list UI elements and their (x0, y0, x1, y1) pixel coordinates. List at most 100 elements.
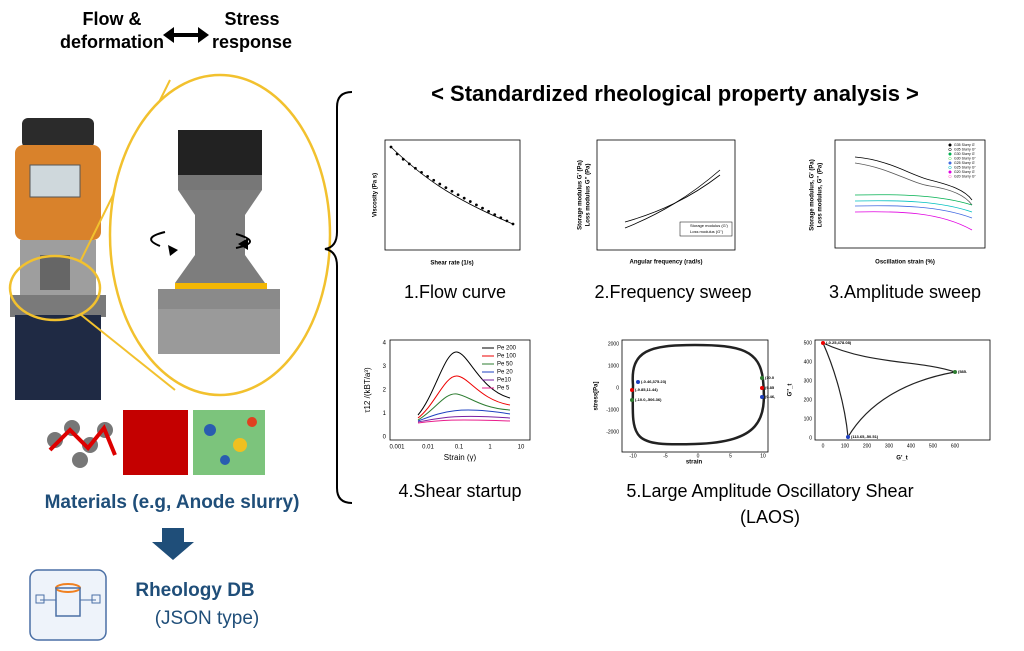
y-label: Storage modulus G' (Pa) (578, 160, 584, 230)
y-tick-label: 3 (383, 364, 387, 370)
geometry-zoom (108, 73, 332, 397)
x-tick-label: 500 (929, 443, 938, 449)
annotation: (113.65,-50.51) (851, 434, 879, 439)
x-tick-label: 0.01 (422, 445, 434, 451)
annotation: (-0.46,375.23) (641, 379, 667, 384)
x-tick-label: 600 (951, 443, 960, 449)
legend-marker (948, 174, 952, 179)
point (636, 380, 640, 384)
header-left: deformation (60, 32, 164, 52)
dot (456, 193, 460, 197)
legend-marker (948, 147, 952, 152)
dot (499, 216, 503, 220)
dot (420, 171, 423, 174)
y-tick-label: 2 (383, 388, 387, 394)
legend-marker (948, 152, 952, 156)
shear-startup-plot (389, 339, 531, 441)
point (760, 395, 764, 399)
x-label: Oscillation strain (%) (875, 260, 935, 266)
y-tick-label: 200 (804, 397, 813, 403)
annotation: (-9.85,11.44) (635, 387, 658, 392)
y-label: τ12 /(kBT/a³) (363, 367, 372, 413)
point (630, 398, 634, 402)
db-subtitle: (JSON type) (155, 608, 260, 629)
x-label: Angular frequency (rad/s) (629, 260, 702, 266)
legend: Pe 200 (497, 346, 517, 352)
laos-stress-strain-plot (621, 339, 769, 453)
x-tick-label: 0.1 (455, 445, 464, 451)
y-tick-label: -2000 (606, 429, 619, 435)
legend: G25 Slurry G' (954, 161, 975, 165)
panel-label: 3.Amplitude sweep (829, 282, 981, 302)
x-tick-label: 1 (488, 445, 492, 451)
rheometer (8, 79, 176, 400)
down-arrow (152, 528, 194, 560)
x-tick-label: -5 (663, 453, 668, 459)
panel-label: 4.Shear startup (398, 481, 521, 501)
legend-marker (948, 156, 952, 161)
dot (401, 157, 405, 161)
point (953, 370, 957, 374)
bracket (324, 91, 353, 504)
legend: G35 Slurry G' (954, 143, 975, 147)
x-tick-label: 200 (863, 443, 872, 449)
frequency-sweep-plot (596, 139, 736, 251)
annotation: (-10.0,-506.36) (635, 397, 662, 402)
y-label: G''_t (788, 384, 794, 397)
y-tick-label: 1000 (608, 363, 619, 369)
dot (475, 203, 478, 207)
legend: Pe 20 (497, 370, 513, 376)
legend: G20 Slurry G' (954, 170, 975, 174)
dot (432, 178, 436, 182)
legend: G20 Slurry G'' (954, 174, 976, 178)
y-tick-label: 300 (804, 378, 813, 384)
dot (414, 166, 417, 170)
x-tick-label: 100 (841, 443, 850, 449)
dot (389, 145, 393, 149)
materials-label: Materials (e.g, Anode slurry) (45, 492, 300, 513)
legend: G35 Slurry G'' (954, 147, 976, 151)
x-tick-label: 5 (729, 453, 732, 459)
x-tick-label: -10 (629, 453, 636, 459)
legend: G25 Slurry G'' (954, 165, 976, 169)
dot (407, 162, 411, 166)
x-label: Shear rate (1/s) (430, 261, 473, 267)
dot (468, 200, 472, 203)
x-tick-label: 0 (822, 443, 825, 449)
dot (505, 219, 509, 223)
legend: Loss modulus (G'') (690, 229, 724, 234)
dot (462, 196, 466, 200)
dot (450, 189, 454, 193)
y-tick-label: 2000 (608, 341, 619, 347)
dot (444, 186, 448, 190)
dot (511, 222, 515, 226)
y-tick-label: 0 (616, 385, 619, 391)
legend-marker (948, 170, 952, 174)
x-label: G'_t (896, 456, 907, 462)
amplitude-sweep-plot (834, 139, 986, 249)
db-title: Rheology DB (135, 580, 254, 601)
legend-marker (948, 143, 952, 147)
dot (481, 206, 484, 210)
panel-label: 5.Large Amplitude Oscillatory Shear (626, 481, 913, 501)
panel-label: 2.Frequency sweep (594, 282, 751, 302)
panel-label: 1.Flow curve (404, 282, 506, 302)
laos-modulus-plot (814, 339, 991, 441)
header-right: Stress (224, 9, 279, 29)
annotation: (-0.25,478.08) (826, 340, 852, 345)
point (760, 376, 764, 380)
dot (487, 210, 490, 213)
x-tick-label: 0.001 (389, 445, 405, 451)
dot (395, 152, 399, 156)
legend: G30 Slurry G'' (954, 156, 976, 160)
x-label: Strain (γ) (444, 453, 477, 462)
y-tick-label: 0 (809, 435, 812, 441)
header-right: response (212, 32, 292, 52)
dot (438, 182, 442, 186)
x-label: strain (686, 460, 703, 466)
dot (426, 174, 429, 178)
annotation: (0.46, (765, 394, 775, 399)
x-tick-label: 10 (518, 445, 525, 451)
flow-curve-plot (384, 139, 521, 251)
legend: Storage modulus (G') (690, 223, 729, 228)
